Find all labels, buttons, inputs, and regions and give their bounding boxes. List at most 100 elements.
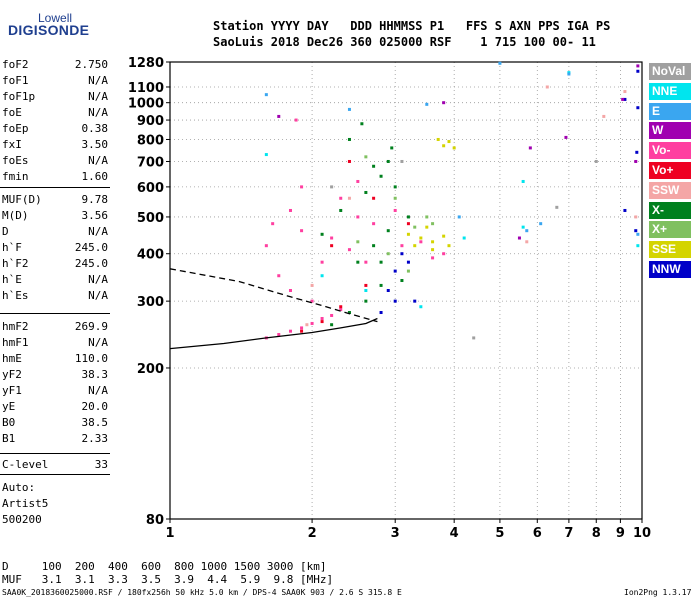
param-row: foEs N/A (2, 154, 108, 170)
param-row: B0 38.5 (2, 416, 108, 432)
data-point (372, 222, 376, 226)
auto-label: Auto: (2, 481, 36, 494)
param-label: B1 (2, 432, 16, 445)
param-label: foE (2, 106, 22, 119)
data-point (300, 326, 304, 330)
param-label: yF2 (2, 368, 22, 381)
data-point (277, 274, 281, 278)
data-point (413, 225, 417, 229)
param-row: C-level 33 (2, 458, 108, 474)
param-value: 20.0 (81, 400, 109, 413)
data-point (636, 244, 640, 248)
param-row: h`Es N/A (2, 289, 108, 305)
param-label: M(D) (2, 209, 29, 222)
param-row: yE 20.0 (2, 400, 108, 416)
separator-line (0, 453, 110, 454)
param-value: N/A (88, 225, 108, 238)
data-point (288, 329, 292, 333)
data-point (364, 283, 368, 287)
param-value: N/A (88, 336, 108, 349)
data-point (442, 234, 446, 238)
data-point (442, 101, 446, 105)
x-tick-label: 10 (633, 526, 651, 541)
data-point (330, 244, 334, 248)
data-point (525, 229, 529, 233)
param-value: 110.0 (74, 352, 108, 365)
legend-item: SSE (649, 241, 691, 259)
param-row: foEp 0.38 (2, 122, 108, 138)
param-label: B0 (2, 416, 16, 429)
data-point (564, 135, 568, 139)
param-row: hmF2 269.9 (2, 320, 108, 336)
y-tick-label: 200 (137, 362, 164, 377)
legend-item: W (649, 122, 691, 140)
y-tick-label: 900 (137, 114, 164, 129)
data-point (634, 215, 638, 219)
data-point (264, 244, 268, 248)
data-point (472, 336, 476, 340)
data-point (393, 196, 397, 200)
data-point (442, 252, 446, 256)
param-value: 9.78 (81, 193, 109, 206)
data-point (452, 146, 456, 150)
data-point (555, 205, 559, 209)
param-label: D (2, 225, 9, 238)
y-tick-label: 400 (137, 248, 164, 263)
data-point (602, 114, 606, 118)
data-point (305, 323, 309, 327)
data-point (379, 311, 383, 315)
data-point (539, 222, 543, 226)
data-point (320, 260, 324, 264)
data-point (330, 185, 334, 189)
data-point (457, 215, 461, 219)
data-point (356, 215, 360, 219)
data-point (300, 185, 304, 189)
data-point (431, 222, 435, 226)
data-point (567, 72, 571, 76)
x-tick-label: 9 (616, 526, 625, 541)
legend-item: NoVal (649, 63, 691, 80)
param-label: hmE (2, 352, 22, 365)
data-point (634, 159, 638, 163)
param-value: 3.50 (81, 138, 109, 151)
param-row: h`F2 245.0 (2, 257, 108, 273)
data-point (545, 85, 549, 89)
param-value: N/A (88, 74, 108, 87)
data-point (372, 164, 376, 168)
legend-item: E (649, 102, 691, 120)
data-point (406, 232, 410, 236)
data-point (636, 106, 640, 110)
data-point (347, 137, 351, 141)
data-point (379, 283, 383, 287)
auto-version: 500200 (2, 513, 42, 526)
param-value: N/A (88, 154, 108, 167)
param-value: N/A (88, 289, 108, 302)
data-point (447, 244, 451, 248)
data-point (379, 260, 383, 264)
data-point (390, 146, 394, 150)
data-point (623, 208, 627, 212)
data-point (462, 236, 466, 240)
data-point (436, 137, 440, 141)
param-value: N/A (88, 106, 108, 119)
data-point (636, 64, 640, 68)
y-tick-label: 700 (137, 155, 164, 170)
data-point (294, 118, 298, 122)
data-point (386, 252, 390, 256)
data-point (521, 225, 525, 229)
auto-artist: Artist5 (2, 497, 49, 510)
data-point (406, 215, 410, 219)
data-point (271, 222, 275, 226)
x-tick-label: 8 (592, 526, 601, 541)
param-row: yF2 38.3 (2, 368, 108, 384)
x-tick-label: 2 (308, 526, 317, 541)
data-point (431, 248, 435, 252)
data-point (635, 150, 639, 154)
data-point (447, 140, 451, 144)
param-label: hmF1 (2, 336, 29, 349)
logo-lowell: Lowell (38, 11, 73, 25)
param-row: h`E N/A (2, 273, 108, 289)
x-tick-label: 7 (564, 526, 573, 541)
data-point (406, 260, 410, 264)
data-point (310, 321, 314, 325)
